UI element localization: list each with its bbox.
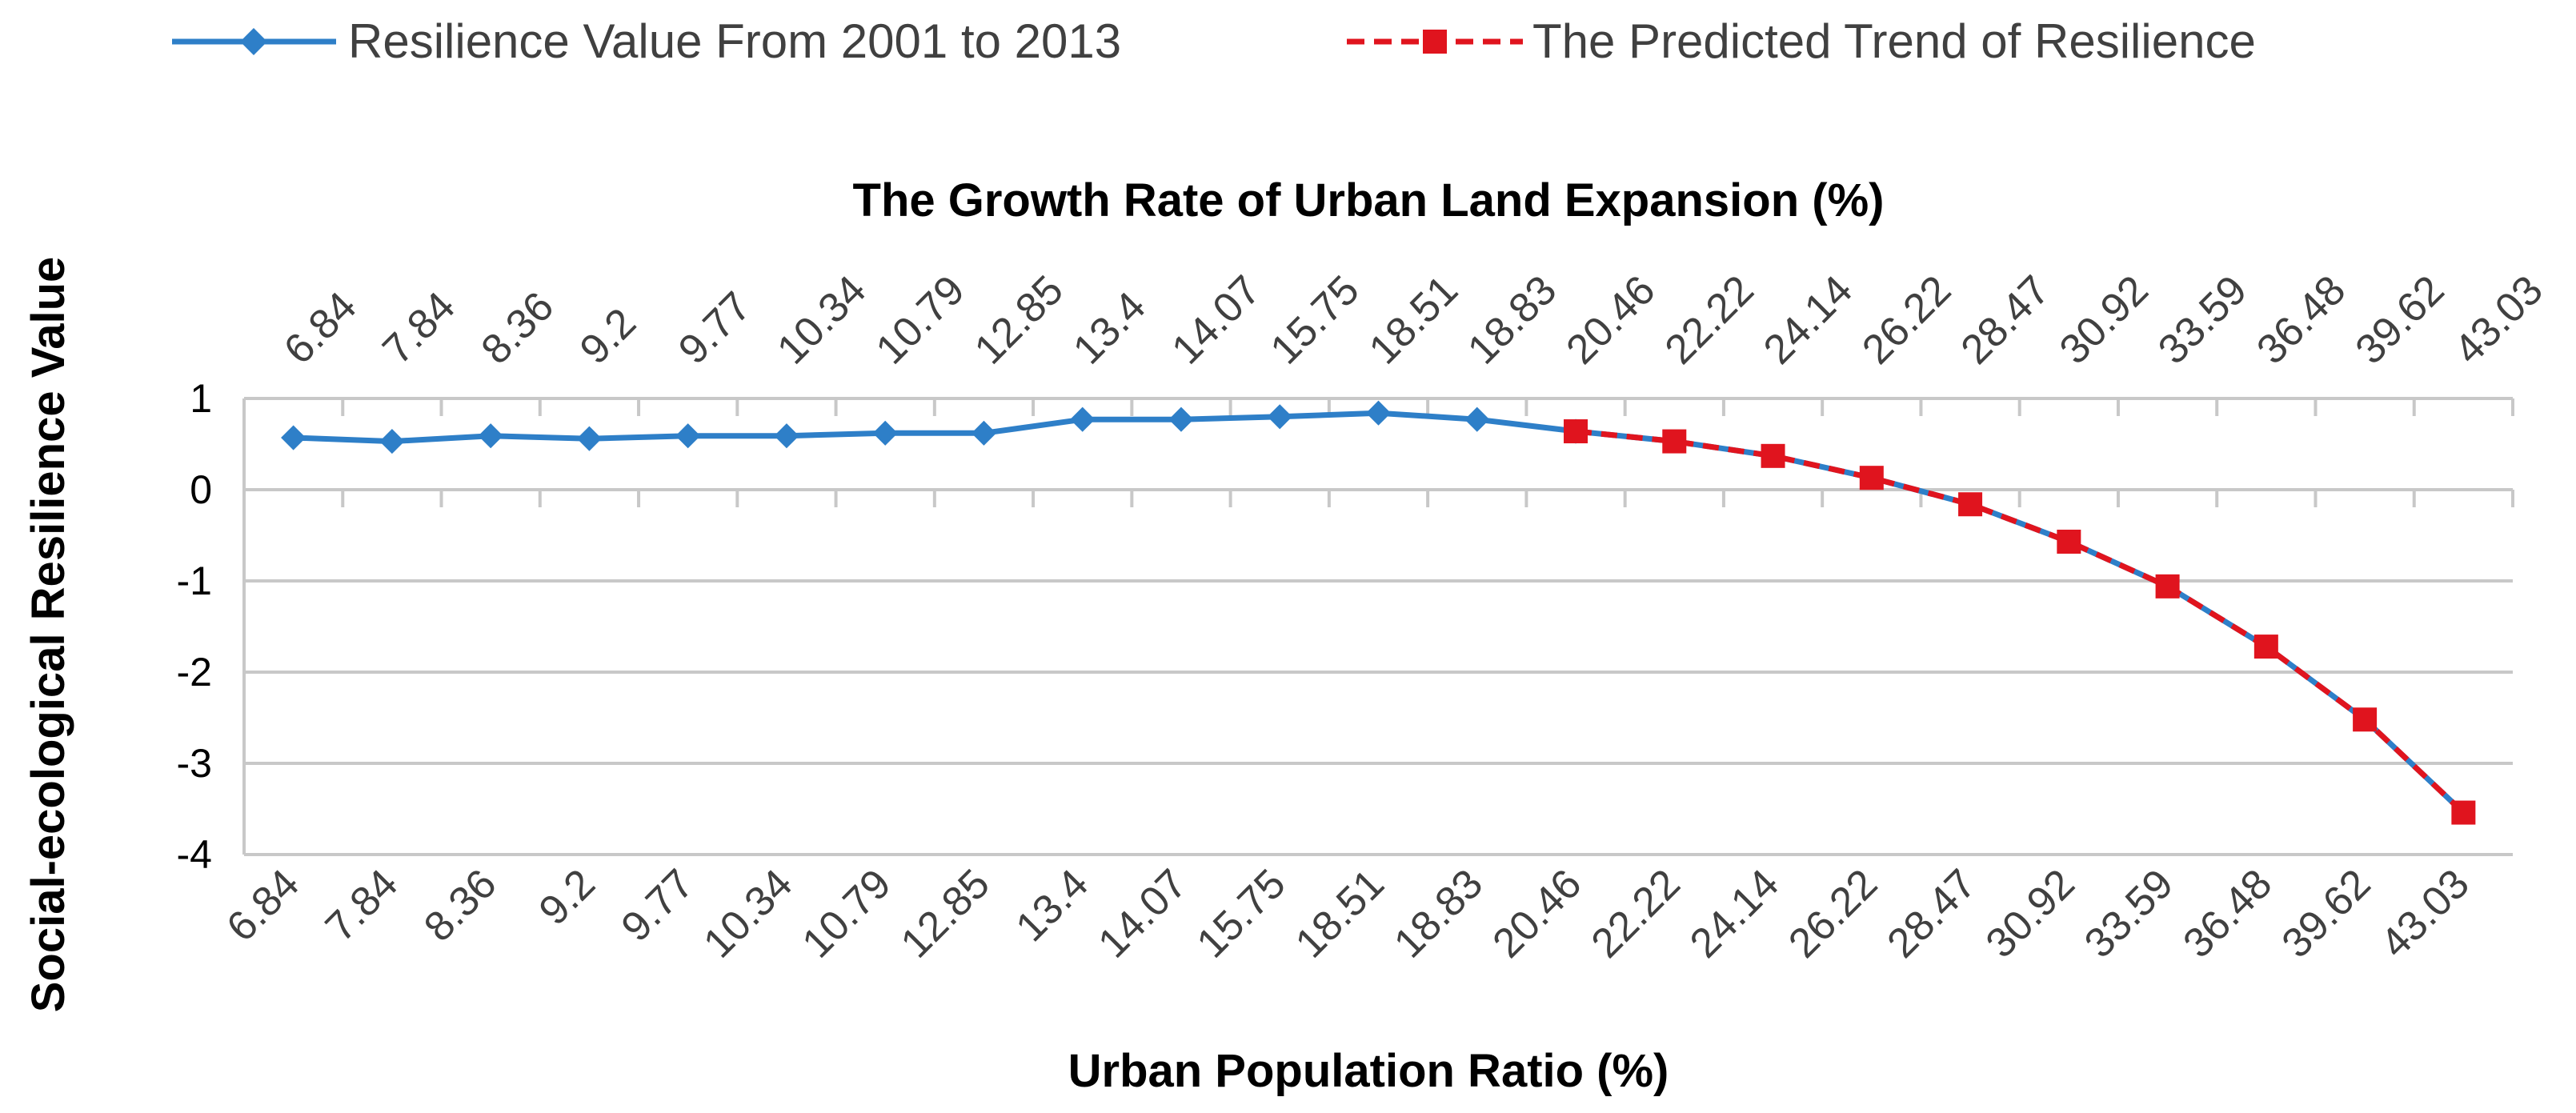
data-point-observed (872, 420, 898, 446)
y-tick-label: 1 (190, 376, 212, 421)
y-tick-label: -3 (177, 741, 212, 786)
data-point-predicted (2451, 800, 2476, 825)
top-x-tick-label: 10.79 (867, 266, 974, 373)
bottom-x-tick-label: 10.79 (794, 860, 900, 967)
bottom-x-tick-label: 7.84 (317, 860, 407, 951)
data-point-predicted (2155, 574, 2180, 599)
y-tick-label: -1 (177, 559, 212, 603)
top-x-tick-label: 9.77 (670, 283, 760, 374)
data-point-predicted (2253, 635, 2278, 659)
top-x-tick-label: 43.03 (2446, 266, 2552, 373)
bottom-x-tick-label: 14.07 (1089, 860, 1196, 967)
axes (242, 398, 2514, 855)
top-x-axis-title: The Growth Rate of Urban Land Expansion … (853, 174, 1885, 226)
top-x-tick-label: 12.85 (966, 266, 1072, 373)
data-point-predicted (1662, 429, 1687, 454)
bottom-x-tick-label: 43.03 (2372, 860, 2478, 967)
top-x-tick-label: 36.48 (2248, 266, 2354, 373)
top-x-tick-label: 10.34 (768, 266, 875, 373)
bottom-x-tick-label: 12.85 (892, 860, 999, 967)
legend-swatch-observed-marker (240, 28, 267, 55)
data-point-observed (281, 425, 306, 450)
top-x-tick-label: 30.92 (2051, 266, 2157, 373)
legend-entry-observed: Resilience Value From 2001 to 2013 (172, 14, 1121, 68)
bottom-x-tick-label: 24.14 (1681, 860, 1788, 967)
top-x-tick-label: 22.22 (1657, 266, 1763, 373)
top-x-tick-label: 14.07 (1163, 266, 1269, 373)
bottom-x-tick-label: 33.59 (2076, 860, 2182, 967)
legend-swatch-predicted-marker (1423, 30, 1447, 54)
y-tick-label: -2 (177, 650, 212, 695)
top-x-tick-label: 15.75 (1262, 266, 1368, 373)
bottom-x-tick-label: 18.51 (1287, 860, 1393, 967)
data-point-predicted (1564, 419, 1588, 444)
series-line-observed (293, 410, 1576, 445)
series-line-underlay (1575, 428, 2466, 815)
data-point-observed (1168, 406, 1194, 432)
bottom-x-tick-label: 9.77 (613, 860, 703, 951)
bottom-x-tick-label: 36.48 (2174, 860, 2281, 967)
data-point-observed (971, 420, 997, 446)
top-x-tick-label: 13.4 (1064, 283, 1155, 374)
data-point-observed (1070, 406, 1096, 432)
data-point-observed (675, 423, 701, 449)
bottom-x-tick-label: 28.47 (1879, 860, 1985, 967)
legend: Resilience Value From 2001 to 2013 The P… (172, 14, 2256, 68)
data-point-observed (379, 429, 405, 454)
bottom-x-tick-label: 22.22 (1583, 860, 1689, 967)
top-x-tick-label: 39.62 (2347, 266, 2454, 373)
top-x-tick-label: 6.84 (275, 283, 366, 374)
data-point-observed (478, 423, 503, 449)
data-point-observed (576, 426, 602, 451)
gridlines (244, 397, 2513, 856)
bottom-x-axis-title: Urban Population Ratio (%) (1068, 1045, 1669, 1097)
series (281, 400, 2476, 825)
data-point-predicted (2057, 529, 2081, 554)
top-x-tick-label: 33.59 (2149, 266, 2256, 373)
legend-label-observed: Resilience Value From 2001 to 2013 (348, 14, 1121, 68)
top-x-tick-label: 18.51 (1360, 266, 1467, 373)
top-x-tick-label: 7.84 (374, 283, 464, 374)
data-point-predicted (1859, 466, 1884, 490)
bottom-x-tick-label: 26.22 (1780, 860, 1886, 967)
top-x-tick-label: 8.36 (473, 283, 563, 374)
bottom-x-tick-label: 9.2 (531, 860, 604, 934)
y-axis-title: Social-ecological Resilience Value (22, 257, 74, 1013)
top-x-tick-label: 26.22 (1853, 266, 1960, 373)
bottom-x-tick-label: 30.92 (1977, 860, 2084, 967)
legend-entry-predicted: The Predicted Trend of Resilience (1347, 14, 2256, 68)
y-tick-label: -4 (177, 832, 212, 877)
bottom-x-tick-label: 6.84 (218, 860, 309, 951)
data-point-observed (1267, 404, 1292, 430)
top-x-tick-label: 9.2 (571, 299, 645, 373)
data-point-observed (1464, 406, 1490, 432)
bottom-x-tick-label: 20.46 (1484, 860, 1590, 967)
bottom-x-tick-label: 18.83 (1385, 860, 1492, 967)
top-x-tick-label: 28.47 (1953, 266, 2059, 373)
y-tick-label: 0 (190, 467, 212, 512)
bottom-x-tick-label: 13.4 (1008, 860, 1098, 951)
data-point-predicted (1958, 492, 1983, 517)
bottom-x-tick-label: 8.36 (415, 860, 506, 951)
bottom-x-tick-label: 10.34 (695, 860, 801, 967)
y-tick-labels: 1 0 -1 -2 -3 -4 (177, 376, 212, 877)
bottom-x-tick-label: 39.62 (2274, 860, 2380, 967)
top-x-tick-label: 24.14 (1755, 266, 1861, 373)
top-x-tick-label: 18.83 (1459, 266, 1565, 373)
data-point-observed (774, 423, 799, 449)
data-point-observed (1365, 400, 1392, 426)
legend-label-predicted: The Predicted Trend of Resilience (1532, 14, 2256, 68)
bottom-x-tick-label: 15.75 (1188, 860, 1295, 967)
data-point-predicted (1761, 443, 1785, 468)
data-point-predicted (2353, 707, 2378, 732)
top-x-tick-label: 20.46 (1557, 266, 1664, 373)
